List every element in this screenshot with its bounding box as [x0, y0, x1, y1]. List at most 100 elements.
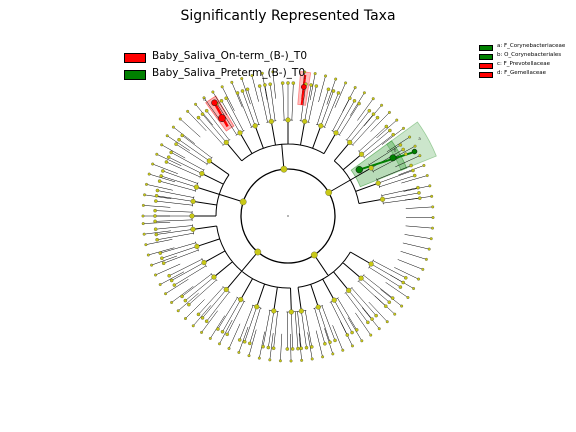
taxon-node — [247, 354, 251, 358]
taxon-node — [158, 283, 162, 286]
taxon-node — [371, 97, 375, 101]
taxon-node — [427, 247, 431, 251]
taxon-node — [150, 263, 154, 267]
taxon-node — [141, 214, 145, 218]
taxon-node — [299, 346, 303, 351]
taxon-node — [395, 118, 399, 122]
taxon-node — [147, 172, 151, 176]
taxon-node — [401, 280, 405, 285]
taxon-node — [220, 85, 224, 89]
taxon-node — [401, 147, 405, 152]
taxon-node — [268, 82, 272, 86]
clade-highlight-a — [386, 121, 437, 171]
taxon-node — [369, 333, 373, 337]
taxon-node — [223, 286, 229, 293]
taxon-node — [291, 81, 296, 85]
taxon-node — [194, 243, 200, 250]
taxon-node — [323, 342, 327, 346]
taxon-node — [375, 180, 381, 186]
taxon-node — [417, 191, 421, 195]
taxon-node — [341, 348, 345, 352]
taxon-node — [268, 358, 272, 362]
clade-key-swatch-a — [479, 45, 493, 51]
taxon-node — [158, 251, 163, 255]
taxon-node — [351, 344, 354, 348]
clade-marker-b: b — [394, 148, 397, 153]
taxon-node — [220, 330, 225, 334]
taxon-node — [425, 174, 429, 177]
cladogram-class-branches — [192, 120, 383, 312]
taxon-node — [239, 198, 247, 206]
preterm-node-genus — [411, 148, 418, 155]
taxon-node — [421, 267, 425, 271]
taxon-node — [271, 70, 275, 74]
taxon-node — [166, 155, 171, 159]
clade-key-label-b: b: O_Corynebacteriales — [497, 52, 562, 58]
on-term-node-gemellaceae-family — [218, 114, 226, 123]
taxon-node — [422, 164, 426, 167]
taxon-node — [367, 109, 372, 113]
taxon-node — [161, 261, 166, 265]
taxon-node — [187, 302, 191, 307]
taxon-node — [155, 152, 159, 156]
taxon-node — [366, 320, 370, 325]
taxon-node — [223, 139, 229, 146]
taxon-node — [165, 134, 169, 138]
taxon-node — [348, 96, 352, 100]
taxon-node — [286, 81, 290, 85]
taxon-node — [263, 83, 267, 87]
taxon-node — [377, 327, 381, 331]
taxon-node — [153, 219, 157, 224]
legend-swatch-on-term — [124, 53, 146, 63]
taxon-node — [240, 77, 244, 81]
taxon-node — [180, 294, 184, 299]
taxon-node — [362, 91, 366, 95]
taxon-node — [309, 83, 313, 87]
taxon-node — [242, 340, 247, 344]
taxon-node — [402, 126, 405, 130]
taxon-node — [153, 208, 157, 213]
taxon-node — [429, 237, 433, 241]
taxon-node — [304, 345, 309, 350]
taxon-node — [200, 112, 205, 116]
taxon-node — [413, 144, 417, 148]
taxon-node — [143, 193, 147, 197]
figure-title: Significantly Represented Taxa — [180, 8, 396, 24]
taxon-node — [164, 160, 169, 164]
taxon-node — [331, 297, 337, 303]
taxon-node — [331, 352, 335, 356]
taxon-node — [368, 261, 374, 267]
taxon-node — [416, 185, 420, 190]
clade-key-label-a: a: F_Corynebacteriaceae — [497, 43, 566, 49]
taxon-node — [353, 86, 357, 89]
taxon-node — [142, 232, 146, 236]
taxon-node — [360, 339, 364, 343]
taxon-node — [190, 226, 196, 232]
taxon-node — [235, 91, 240, 95]
taxon-node — [404, 152, 408, 156]
taxon-node — [298, 308, 304, 314]
clade-key-swatch-b — [479, 54, 493, 60]
taxon-node — [406, 296, 410, 299]
taxon-node — [268, 118, 274, 125]
taxon-node — [216, 327, 220, 331]
taxon-node — [155, 238, 159, 242]
taxon-node — [199, 170, 205, 177]
taxon-node — [171, 125, 175, 129]
taxon-node — [375, 115, 380, 120]
taxon-node — [398, 143, 403, 147]
taxon-node — [204, 319, 209, 323]
taxon-node — [153, 227, 158, 231]
taxon-node — [278, 359, 282, 363]
clade-marker-a: a — [418, 136, 421, 141]
taxon-node — [380, 103, 384, 107]
taxon-node — [144, 243, 148, 247]
taxon-node — [431, 216, 435, 219]
taxon-node — [208, 336, 212, 340]
taxon-node — [346, 287, 352, 293]
taxon-node — [172, 283, 177, 287]
legend-label-preterm: Baby_Saliva_Preterm_(B-)_T0 — [152, 67, 306, 79]
taxon-node — [431, 226, 434, 230]
taxon-node — [344, 81, 348, 85]
taxon-node — [211, 90, 215, 94]
